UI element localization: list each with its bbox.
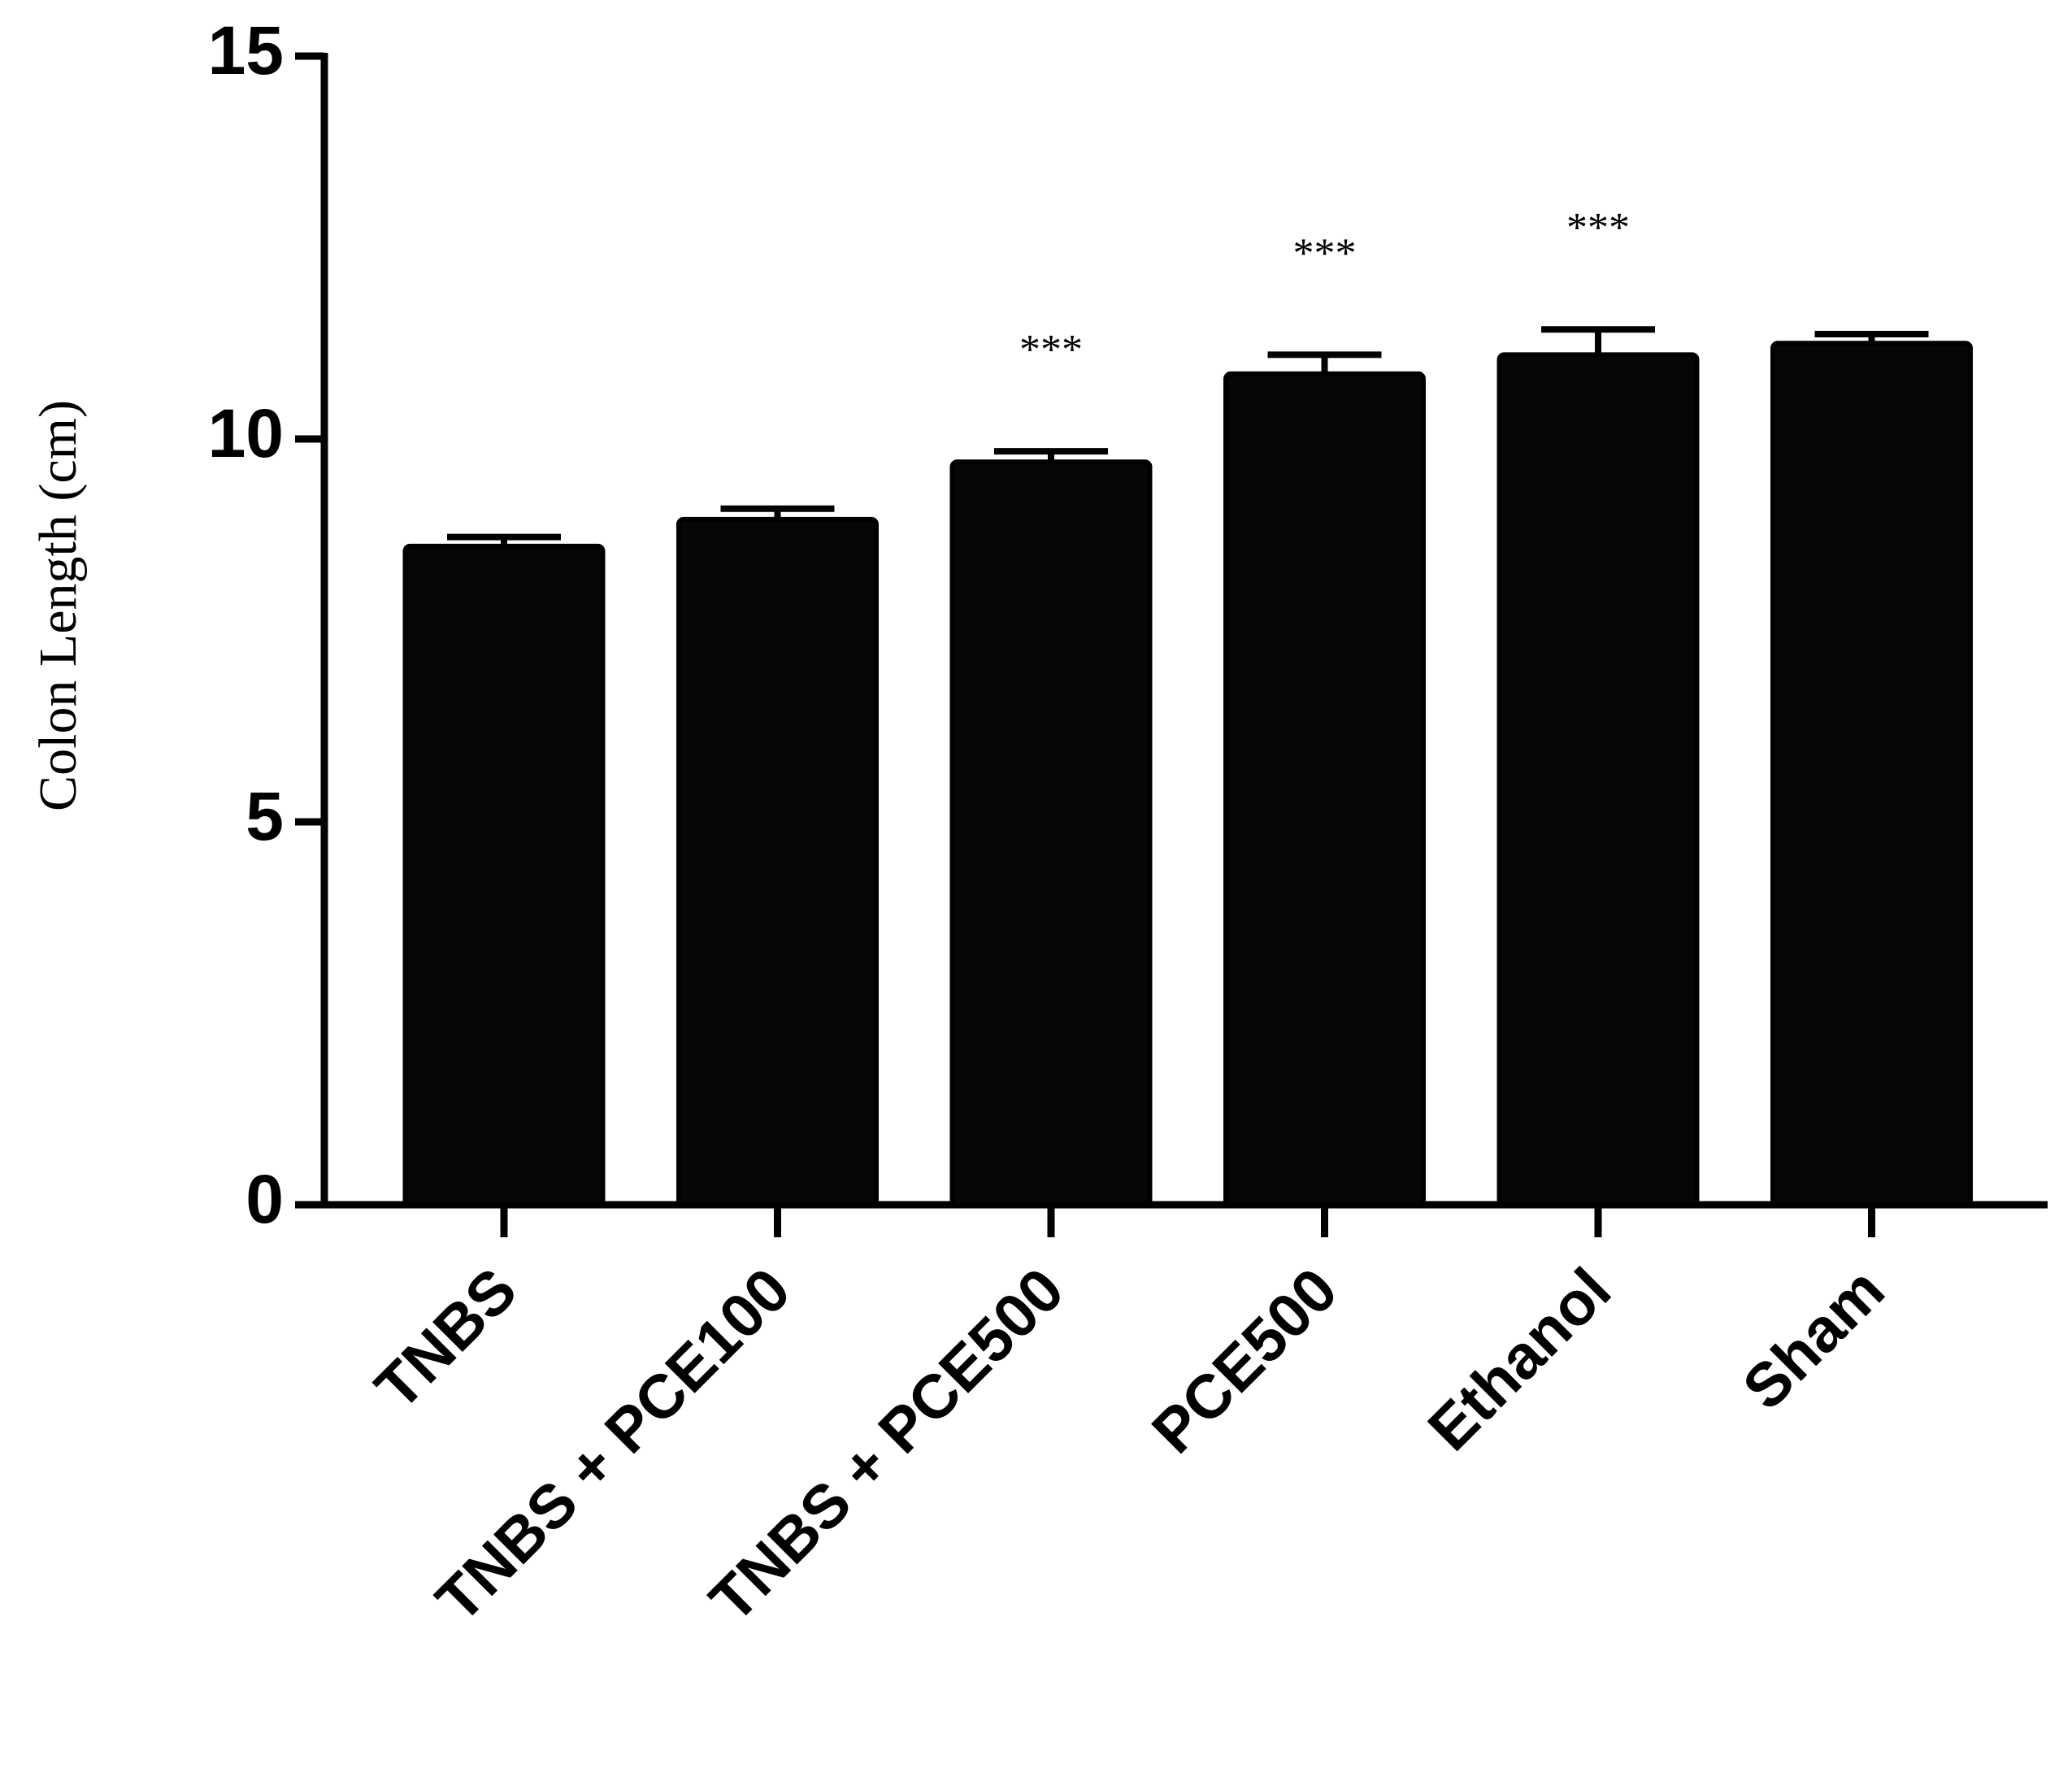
y-axis-label: Colon Length (cm) [28,400,88,811]
x-tick-label: Ethanol [1415,1255,1624,1464]
x-tick-label: Sham [1730,1255,1897,1423]
bar [1223,371,1426,1207]
bar [1770,341,1973,1207]
bar [949,459,1153,1207]
x-tick-label: PCE500 [1139,1255,1350,1467]
y-tick-label: 5 [245,778,284,854]
bar [676,516,879,1207]
significance-label: *** [1566,205,1630,251]
significance-label: *** [1293,230,1357,276]
x-tick-label: TNBS [363,1255,530,1423]
y-tick-label: 15 [208,12,284,89]
y-tick-label: 0 [245,1161,284,1237]
significance-label: *** [1019,327,1083,373]
bar [402,543,606,1207]
y-tick-label: 10 [208,395,284,471]
bar [1496,352,1700,1207]
